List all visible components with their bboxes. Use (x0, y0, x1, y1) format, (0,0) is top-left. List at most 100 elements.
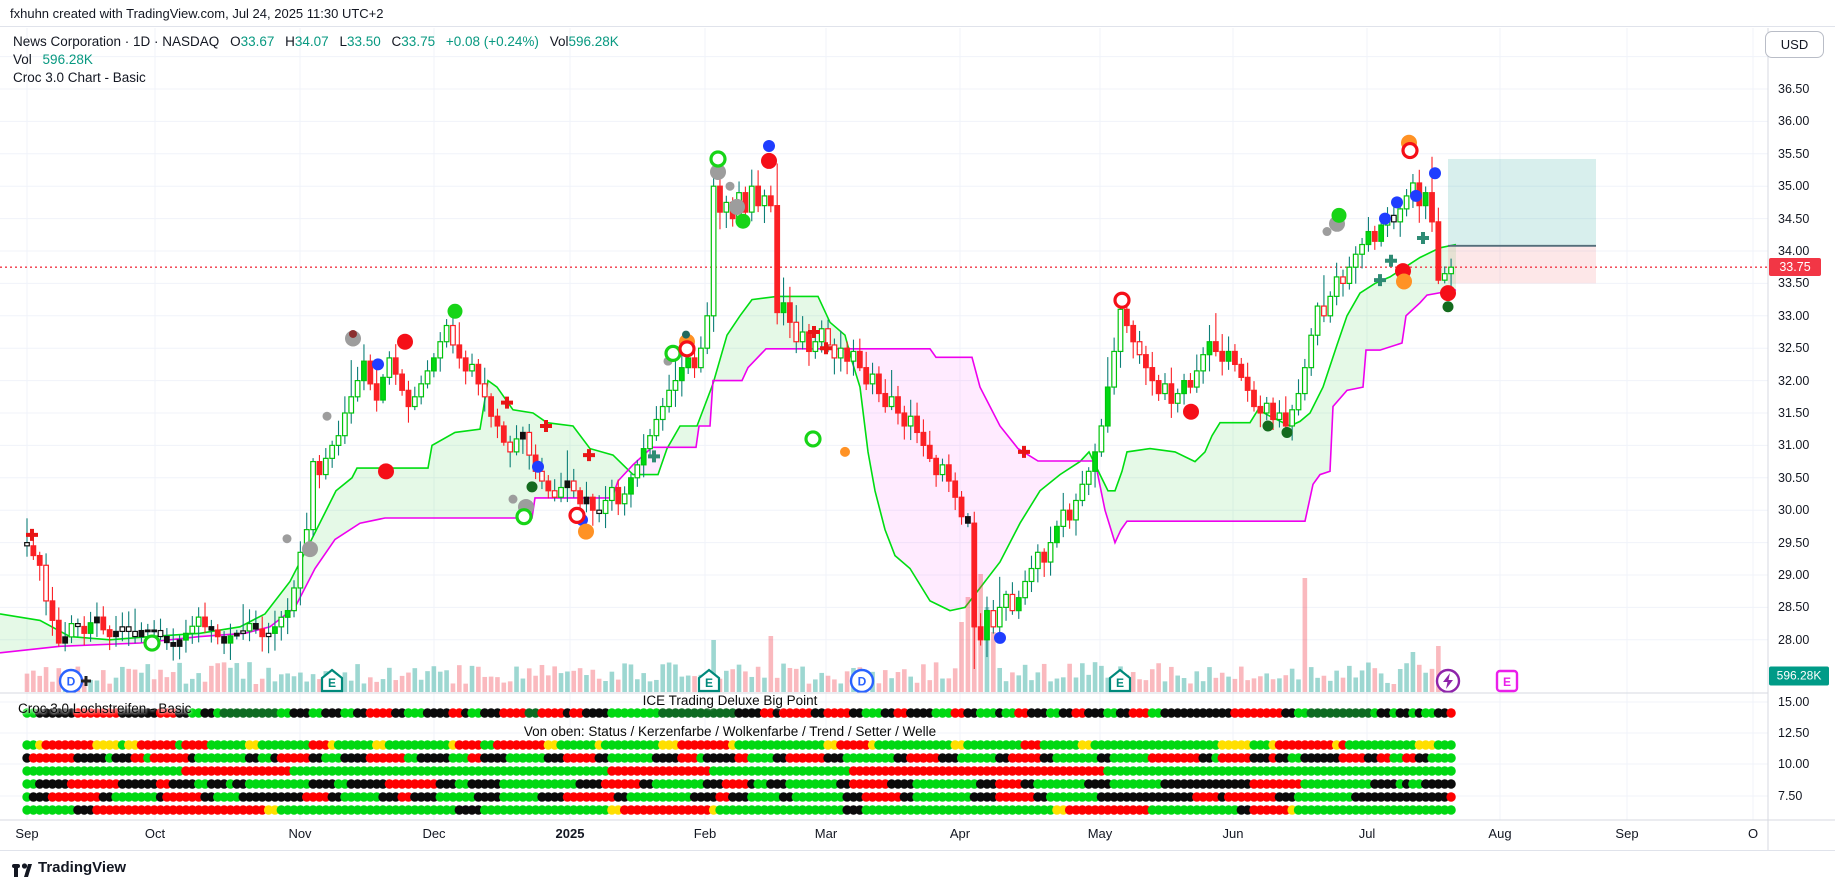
tradingview-wordmark[interactable]: TradingView (38, 859, 127, 876)
signal-dot-dgreen (526, 481, 538, 493)
candle-body (1397, 208, 1404, 223)
ohlc-high-label: H (285, 34, 295, 49)
volume-bar (1366, 662, 1371, 692)
volume-bar (1162, 681, 1168, 692)
candle-body (24, 541, 30, 547)
volume-bar (1010, 672, 1015, 692)
volume-bar (1226, 676, 1231, 692)
candle-body (1270, 402, 1276, 421)
candle-body (1073, 499, 1079, 521)
event-earnings-icon[interactable] (697, 668, 721, 693)
volume-bar (1423, 672, 1428, 692)
candle-body (1257, 405, 1264, 414)
candle-body (367, 360, 374, 385)
volume-bar (1137, 679, 1142, 692)
time-tick-label: Aug (1488, 826, 1512, 841)
volume-bar (1315, 677, 1320, 692)
candle-body (1155, 380, 1162, 395)
tradingview-logo-icon[interactable] (12, 859, 32, 877)
candle-body (373, 383, 380, 401)
signal-dot-gray_b (710, 163, 726, 180)
candle-body (418, 383, 425, 398)
volume-bar (654, 679, 659, 692)
candle-body (869, 373, 876, 385)
event-dividend-icon[interactable] (849, 668, 875, 694)
candle-body (1289, 409, 1296, 427)
event-earnings-icon[interactable] (320, 668, 344, 693)
volume-bar (1213, 677, 1219, 692)
volume-bar (622, 663, 627, 692)
time-tick-label: May (1087, 826, 1113, 841)
volume-bar (902, 669, 907, 692)
volume-label: Vol (549, 34, 569, 49)
candle-body (958, 496, 965, 518)
candle-body (1212, 341, 1219, 353)
candle-body (1123, 308, 1130, 327)
event-dividend-letter: D (67, 675, 76, 689)
candle-body (1359, 243, 1365, 255)
volume-bar (1289, 668, 1295, 692)
candle-body (138, 629, 145, 638)
volume-bar (1238, 666, 1244, 692)
currency-button[interactable]: USD (1765, 31, 1824, 58)
candle-body (144, 629, 151, 633)
candle-body (1111, 350, 1118, 388)
volume-study-row[interactable]: Vol 596.28K (13, 51, 619, 69)
candle-body (335, 435, 342, 446)
target-box-lower[interactable] (1448, 245, 1596, 284)
candle-body (272, 626, 278, 634)
volume-bar (1270, 679, 1276, 692)
volume-bar (577, 668, 583, 692)
volume-bar (374, 681, 379, 692)
indicator-row[interactable]: Croc 3.0 Chart - Basic (13, 69, 619, 87)
event-plus-icon (81, 676, 91, 686)
price-tick-label: 36.00 (1778, 114, 1810, 129)
candle-body (475, 363, 482, 385)
candle-body (125, 626, 132, 633)
ohlc-close-label: C (391, 34, 402, 49)
signal-plus-red (540, 419, 552, 432)
volume-bar (596, 678, 602, 692)
volume-bar (997, 667, 1002, 692)
volume-bar (406, 672, 411, 692)
candle-body (1060, 509, 1067, 528)
symbol-row[interactable]: News Corporation · 1D · NASDAQ O33.67 H3… (13, 33, 619, 51)
signal-dot-red_b (1440, 285, 1456, 302)
candle-body (755, 185, 762, 207)
signal-dot-gray_b (729, 198, 745, 215)
candle-body (443, 324, 450, 343)
candle-body (55, 619, 62, 644)
signal-dot-green_b (735, 213, 751, 229)
target-box-upper[interactable] (1448, 158, 1596, 246)
candle-body (189, 625, 196, 634)
volume-value-badge: 596.28K (1769, 666, 1829, 686)
candle-body (1174, 392, 1181, 404)
candle-body (907, 415, 914, 427)
volume-bar (1353, 677, 1359, 692)
candle-body (691, 357, 698, 369)
signal-ring-green (804, 430, 822, 448)
event-earnings-icon[interactable] (1108, 668, 1132, 693)
volume-bar (628, 664, 634, 692)
volume-bar (469, 665, 475, 692)
lochstreifen-indicator-title[interactable]: Croc 3.0 Lochstreifen - Basic (18, 701, 192, 716)
candle-body (640, 448, 647, 466)
symbol-title[interactable]: News Corporation · 1D · NASDAQ (13, 34, 220, 49)
volume-bar (565, 671, 570, 692)
candle-body (996, 606, 1003, 628)
volume-bar (202, 681, 208, 692)
candle-body (984, 610, 990, 641)
volume-bar (221, 662, 227, 692)
candle-body (615, 486, 622, 505)
event-earnings-box-icon[interactable] (1495, 669, 1519, 693)
volume-bar (393, 680, 399, 692)
volume-bar (673, 664, 678, 692)
volume-bar (1283, 675, 1289, 692)
candle-body (361, 360, 367, 382)
candle-body (100, 616, 107, 631)
volume-bar (279, 674, 284, 692)
candle-body (1143, 354, 1149, 369)
volume-bar (1035, 672, 1041, 692)
volume-value: 596.28K (568, 34, 619, 49)
